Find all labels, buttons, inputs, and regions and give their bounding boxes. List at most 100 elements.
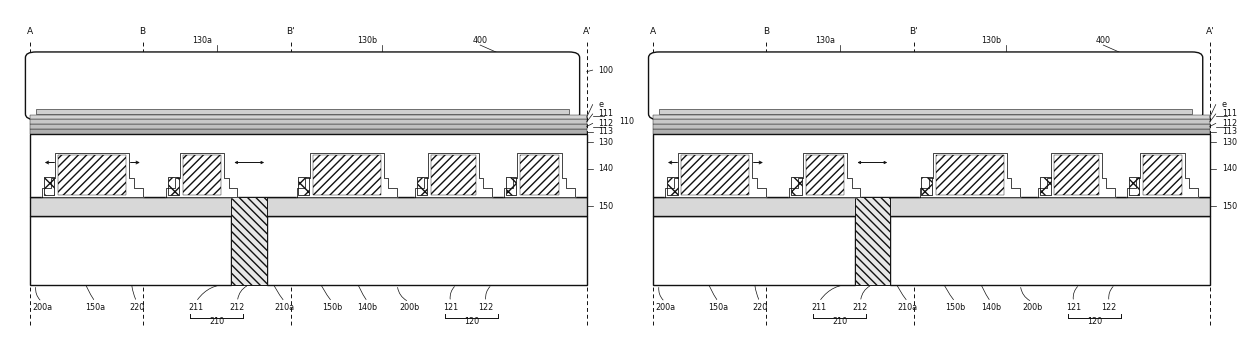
Bar (520, 155, 558, 195)
Text: 120: 120 (464, 317, 479, 326)
Text: 210a: 210a (275, 303, 295, 312)
Bar (660, 109, 1192, 114)
Bar (232, 197, 267, 285)
Text: 150b: 150b (945, 303, 966, 312)
Text: 130: 130 (1221, 138, 1236, 147)
Bar (312, 155, 381, 195)
FancyBboxPatch shape (649, 52, 1203, 120)
Bar (299, 176, 309, 195)
Bar (653, 129, 1210, 134)
Text: A': A' (583, 27, 591, 35)
Text: 121: 121 (1066, 303, 1081, 312)
Bar (30, 129, 587, 134)
Bar (653, 119, 1210, 124)
Bar (791, 176, 802, 195)
Text: 120: 120 (1086, 317, 1102, 326)
Text: 140b: 140b (357, 303, 378, 312)
Text: 200b: 200b (399, 303, 419, 312)
Bar (667, 176, 677, 195)
Bar (30, 216, 232, 285)
Text: 200b: 200b (1022, 303, 1043, 312)
Bar (1128, 176, 1140, 195)
Bar (1040, 176, 1050, 195)
Text: 121: 121 (443, 303, 458, 312)
Bar (791, 176, 802, 195)
Text: 150a: 150a (86, 303, 105, 312)
Text: 211: 211 (811, 303, 827, 312)
Text: 130b: 130b (357, 37, 378, 46)
Text: 210: 210 (832, 317, 847, 326)
Bar (506, 176, 516, 195)
Bar (30, 119, 587, 124)
Polygon shape (503, 153, 575, 197)
Bar (806, 155, 844, 195)
Polygon shape (166, 153, 237, 197)
Text: 100: 100 (599, 66, 614, 74)
Text: 210a: 210a (898, 303, 918, 312)
Text: 200a: 200a (655, 303, 675, 312)
Bar (653, 216, 854, 285)
Bar (890, 216, 1210, 285)
Text: B: B (140, 27, 146, 35)
Text: 211: 211 (188, 303, 203, 312)
Text: 220: 220 (753, 303, 768, 312)
Text: 130a: 130a (815, 37, 835, 46)
Text: 150a: 150a (708, 303, 728, 312)
Text: 111: 111 (1221, 110, 1236, 118)
Bar (1040, 176, 1050, 195)
Bar (30, 134, 587, 197)
Bar (417, 176, 428, 195)
Bar (653, 124, 1210, 129)
Text: 130: 130 (599, 138, 614, 147)
Bar (653, 197, 1210, 216)
Bar (653, 114, 1210, 119)
Bar (854, 197, 890, 285)
Text: 140: 140 (599, 164, 614, 173)
FancyBboxPatch shape (26, 52, 579, 120)
Bar (921, 176, 932, 195)
Bar (653, 134, 1210, 197)
Text: B': B' (909, 27, 918, 35)
Text: 400: 400 (1096, 37, 1111, 46)
Text: e: e (1221, 100, 1226, 109)
Bar (36, 109, 569, 114)
Polygon shape (665, 153, 766, 197)
Text: 112: 112 (599, 119, 614, 128)
Polygon shape (790, 153, 861, 197)
Text: 140: 140 (1221, 164, 1236, 173)
Bar (432, 155, 476, 195)
Text: A: A (650, 27, 656, 35)
Text: 212: 212 (229, 303, 246, 312)
Bar (1143, 155, 1182, 195)
Bar (169, 176, 179, 195)
Bar (58, 155, 126, 195)
Bar (921, 176, 932, 195)
Text: A': A' (1205, 27, 1214, 35)
Bar (182, 155, 221, 195)
Text: 220: 220 (129, 303, 144, 312)
Text: 122: 122 (479, 303, 494, 312)
Text: 130b: 130b (981, 37, 1001, 46)
Text: 113: 113 (599, 127, 614, 136)
Bar (267, 216, 587, 285)
Bar (682, 155, 749, 195)
Bar (43, 176, 55, 195)
Polygon shape (296, 153, 397, 197)
Bar (417, 176, 428, 195)
Bar (30, 114, 587, 119)
Polygon shape (920, 153, 1021, 197)
Text: 140b: 140b (981, 303, 1001, 312)
Bar (506, 176, 516, 195)
Text: e: e (599, 100, 604, 109)
Text: 112: 112 (1221, 119, 1236, 128)
Polygon shape (42, 153, 143, 197)
Text: B': B' (286, 27, 295, 35)
Text: A: A (27, 27, 33, 35)
Text: B: B (763, 27, 769, 35)
Bar (854, 197, 890, 285)
Bar (936, 155, 1004, 195)
Bar (1128, 176, 1140, 195)
Bar (232, 197, 267, 285)
Bar (43, 176, 55, 195)
Polygon shape (1038, 153, 1115, 197)
